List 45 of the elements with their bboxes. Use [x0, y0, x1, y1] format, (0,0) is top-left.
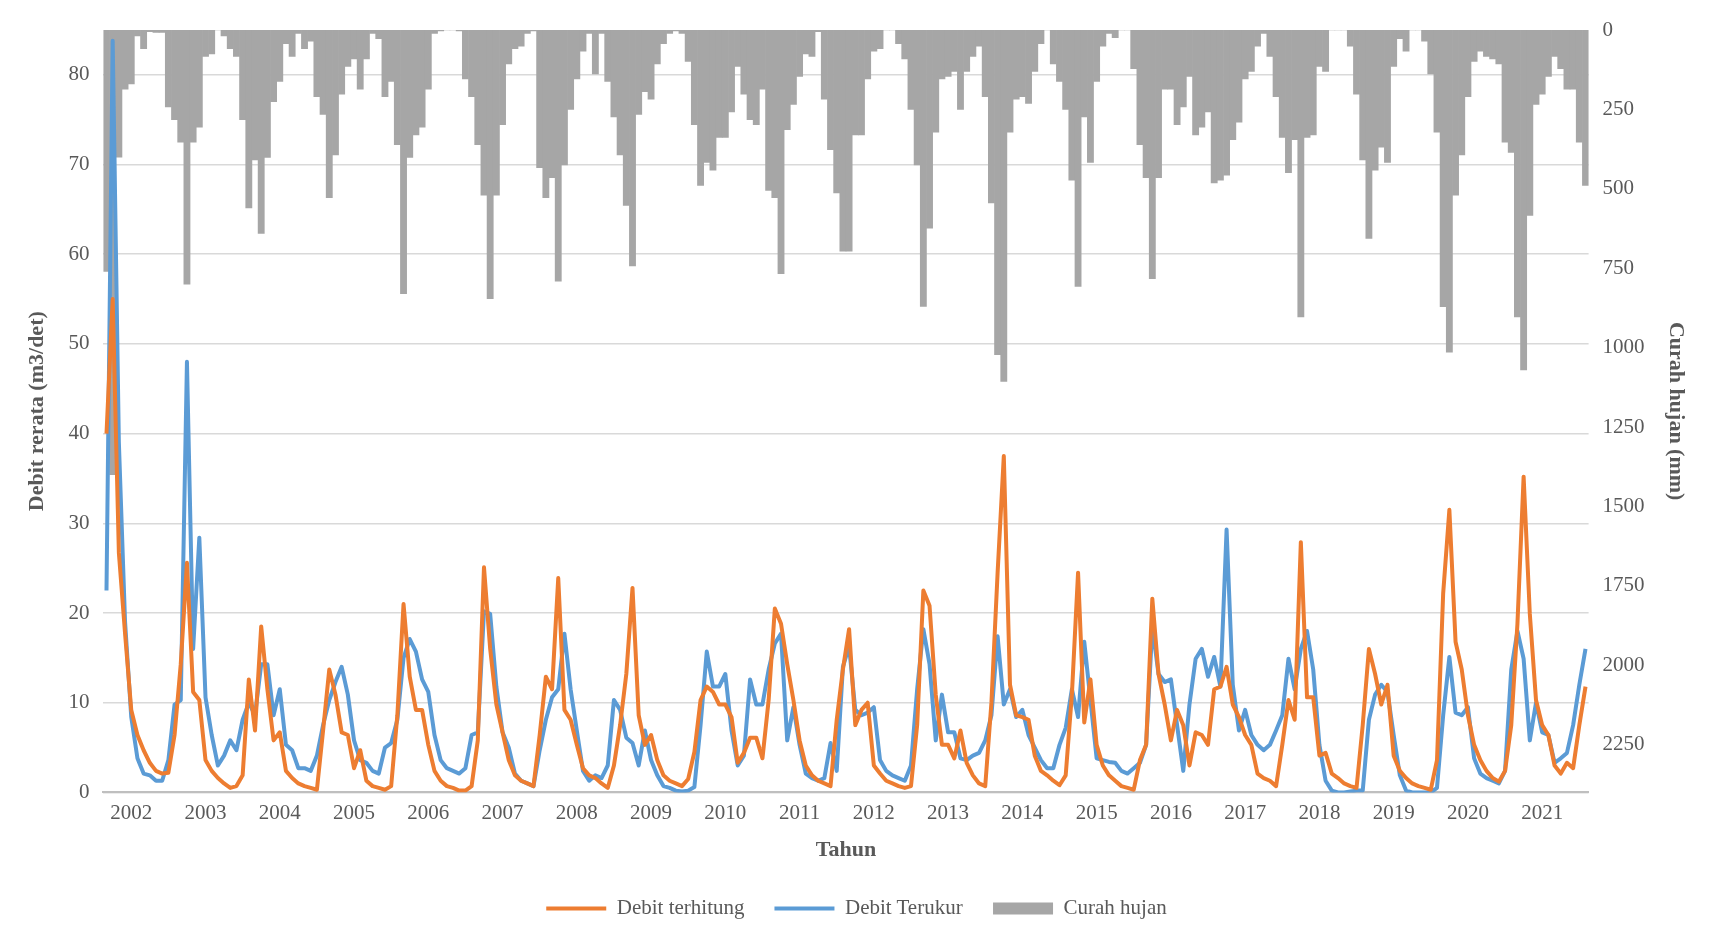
x-tick-label: 2002	[110, 799, 153, 824]
x-tick-label: 2011	[778, 799, 821, 824]
x-tick-label: 2013	[927, 799, 970, 824]
y2-tick-label: 0	[1602, 16, 1614, 41]
y2-tick-label: 1750	[1602, 572, 1645, 597]
x-tick-label: 2010	[704, 799, 747, 824]
legend-label: Debit terhitung	[616, 895, 745, 920]
x-tick-label: 2004	[258, 799, 302, 824]
x-tick-label: 2005	[333, 799, 376, 824]
x-tick-label: 2020	[1446, 799, 1489, 824]
legend-label: Curah hujan	[1063, 895, 1168, 920]
x-tick-label: 2009	[630, 799, 673, 824]
legend-label: Debit Terukur	[844, 895, 963, 920]
x-tick-label: 2015	[1075, 799, 1118, 824]
y2-tick-label: 2250	[1602, 731, 1645, 756]
x-axis-title: Tahun	[815, 836, 877, 862]
x-tick-label: 2019	[1372, 799, 1415, 824]
y-tick-label: 30	[68, 509, 90, 534]
y-tick-label: 60	[68, 240, 90, 265]
y-tick-label: 50	[68, 330, 90, 355]
y-tick-label: 80	[68, 61, 90, 86]
y2-tick-label: 750	[1602, 254, 1635, 279]
x-tick-label: 2006	[407, 799, 450, 824]
y-tick-label: 40	[68, 420, 90, 445]
x-tick-label: 2008	[555, 799, 598, 824]
y2-tick-label: 1000	[1602, 334, 1645, 359]
y2-tick-label: 2000	[1602, 651, 1645, 676]
y-tick-label: 10	[68, 689, 90, 714]
x-tick-label: 2018	[1298, 799, 1341, 824]
y2-tick-label: 500	[1602, 175, 1635, 200]
x-tick-label: 2021	[1521, 799, 1564, 824]
y-tick-label: 70	[68, 151, 90, 176]
y2-tick-label: 1250	[1602, 413, 1645, 438]
x-tick-label: 2014	[1001, 799, 1044, 824]
x-tick-label: 2003	[184, 799, 227, 824]
x-tick-label: 2017	[1224, 799, 1267, 824]
y2-tick-label: 1500	[1602, 493, 1645, 518]
x-tick-label: 2016	[1149, 799, 1192, 824]
y-axis-title: Debit rerata (m3/det)	[22, 311, 48, 512]
y2-tick-label: 250	[1602, 95, 1635, 120]
x-tick-label: 2012	[852, 799, 895, 824]
y2-axis-title: Curah hujan (mm)	[1665, 321, 1691, 501]
y-tick-label: 0	[78, 778, 90, 803]
x-tick-label: 2007	[481, 799, 524, 824]
y-tick-label: 20	[68, 599, 90, 624]
